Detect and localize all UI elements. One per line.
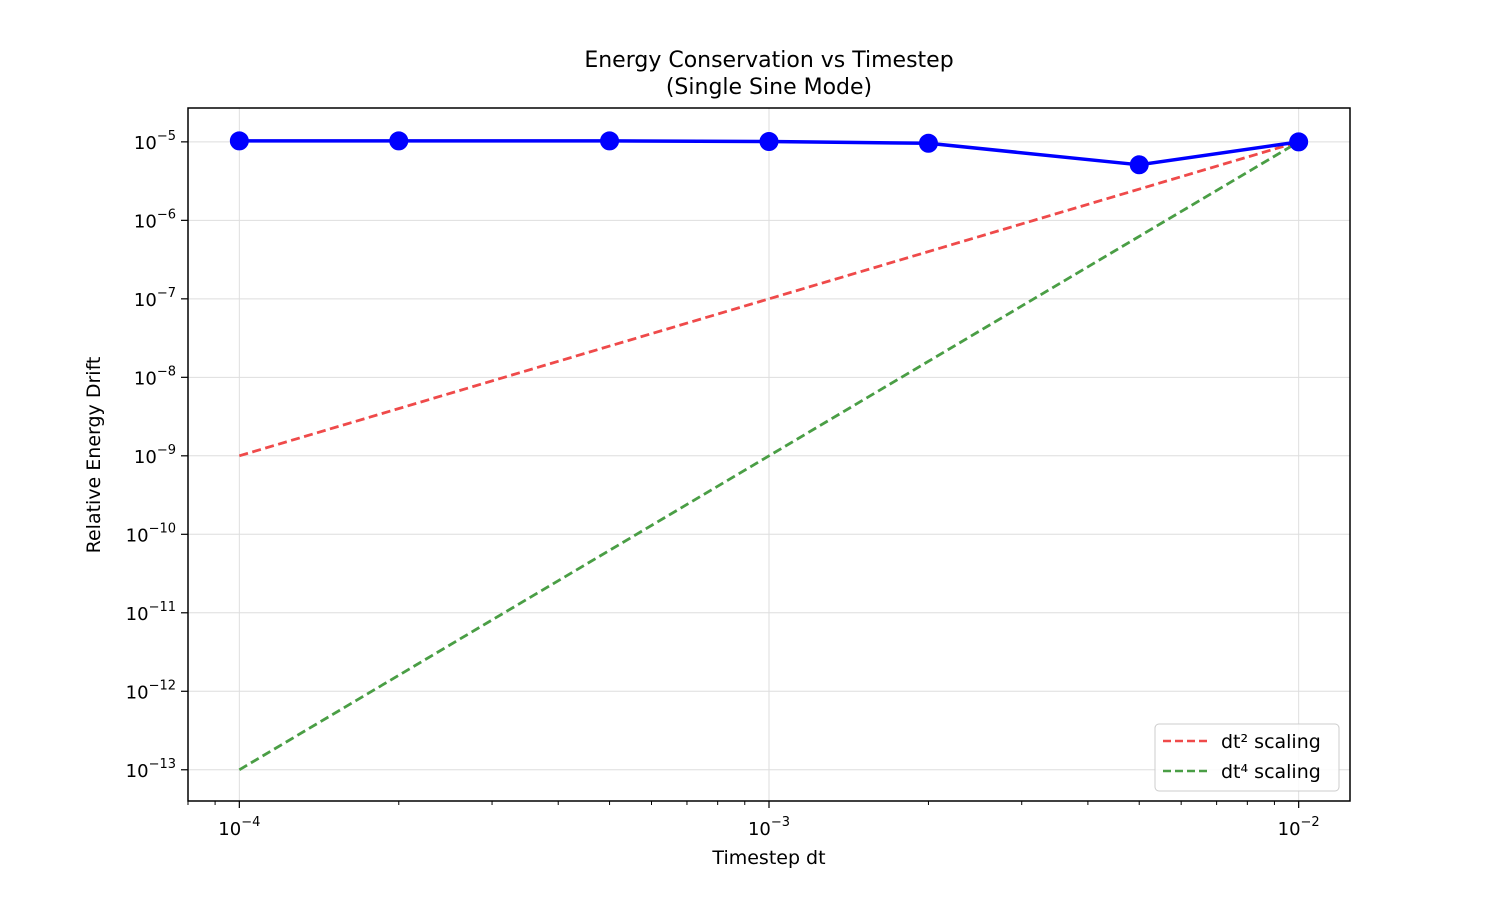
y-tick-label: 10−13: [126, 757, 176, 782]
chart-subtitle: (Single Sine Mode): [666, 75, 872, 100]
legend: dt² scaling dt⁴ scaling: [1154, 723, 1340, 792]
y-tick-label: 10−7: [134, 286, 176, 311]
legend-label-dt4: dt⁴ scaling: [1221, 761, 1321, 783]
data-point: [1129, 155, 1149, 175]
legend-label-dt2: dt² scaling: [1221, 731, 1321, 753]
y-tick-label: 10−6: [134, 207, 176, 232]
x-tick-label: 10−4: [218, 815, 260, 840]
x-axis-ticks: 10−4 10−3 10−2: [218, 801, 1320, 840]
grid: [188, 108, 1350, 801]
data-point: [1289, 132, 1309, 152]
y-tick-label: 10−12: [126, 678, 176, 703]
series-line-1: [238, 140, 1300, 458]
x-axis-label: Timestep dt: [711, 847, 825, 869]
data-point: [600, 131, 620, 151]
data-point: [229, 131, 249, 151]
chart-title: Energy Conservation vs Timestep: [584, 48, 953, 73]
data-point: [918, 133, 938, 153]
y-axis-ticks: 10−5 10−6 10−7 10−8 10−9 10−10 10−11 10−12 10−13: [126, 129, 188, 782]
series-layer: [229, 131, 1309, 771]
y-tick-label: 10−5: [134, 129, 176, 154]
series-line-2: [238, 140, 1300, 771]
y-tick-label: 10−9: [134, 443, 176, 468]
y-tick-label: 10−11: [126, 600, 176, 625]
y-tick-label: 10−8: [134, 364, 176, 389]
y-axis-label: Relative Energy Drift: [83, 357, 105, 554]
x-tick-label: 10−3: [748, 815, 790, 840]
data-point: [759, 132, 779, 152]
x-tick-label: 10−2: [1278, 815, 1320, 840]
data-point: [389, 131, 409, 151]
y-tick-label: 10−10: [126, 521, 176, 546]
